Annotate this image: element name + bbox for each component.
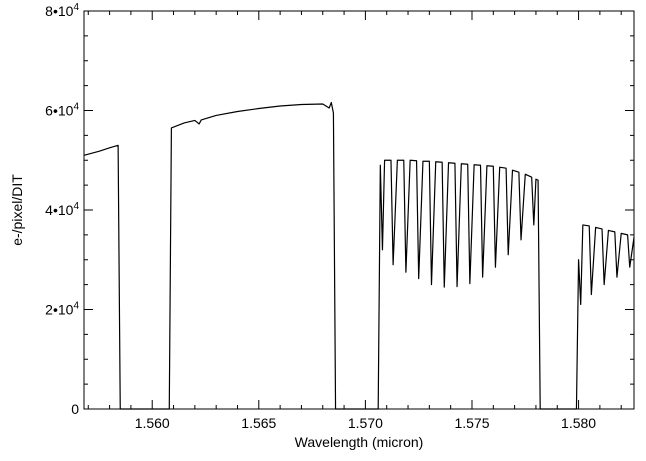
y-tick-label: 8•104 [45,2,79,19]
y-axis-label: e-/pixel/DIT [9,174,25,246]
spectrum-line [83,101,635,410]
plot-frame [83,10,635,410]
x-axis-label: Wavelength (micron) [295,434,424,450]
y-axis-ticks: 0 2•104 4•104 6•104 8•104 [45,2,634,417]
x-tick-label: 1.575 [454,415,489,431]
x-tick-label: 1.570 [348,415,383,431]
y-tick-label: 4•104 [45,201,79,218]
y-tick-label: 0 [71,401,79,417]
series-layer [83,101,635,410]
x-tick-label: 1.560 [135,415,170,431]
y-tick-label: 2•104 [45,301,79,318]
y-tick-label: 6•104 [45,102,79,119]
x-tick-label: 1.565 [241,415,276,431]
x-axis-ticks: 1.560 1.565 1.570 1.575 1.580 [87,11,622,431]
x-tick-label: 1.580 [561,415,596,431]
